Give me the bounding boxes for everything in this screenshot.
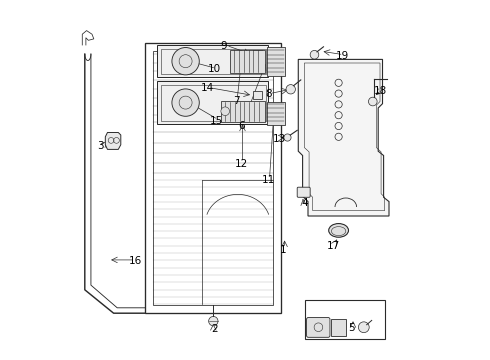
Polygon shape xyxy=(230,50,265,73)
Text: 4: 4 xyxy=(301,198,308,208)
Circle shape xyxy=(310,50,319,59)
Polygon shape xyxy=(105,132,121,149)
Text: 17: 17 xyxy=(326,240,340,251)
Bar xyxy=(305,300,385,339)
Text: 13: 13 xyxy=(272,134,286,144)
Bar xyxy=(331,319,346,336)
Text: 3: 3 xyxy=(97,141,103,151)
Text: 1: 1 xyxy=(279,245,286,255)
Circle shape xyxy=(209,316,218,326)
Text: 18: 18 xyxy=(373,86,387,96)
Polygon shape xyxy=(220,101,265,122)
Polygon shape xyxy=(157,45,269,77)
Text: 7: 7 xyxy=(233,96,239,106)
Polygon shape xyxy=(267,102,285,125)
Text: 19: 19 xyxy=(336,51,349,61)
Circle shape xyxy=(286,85,295,94)
Text: 9: 9 xyxy=(220,41,227,51)
Text: 6: 6 xyxy=(238,121,245,131)
Text: 10: 10 xyxy=(208,64,221,74)
FancyBboxPatch shape xyxy=(307,318,330,337)
Circle shape xyxy=(221,107,229,116)
Text: 12: 12 xyxy=(235,159,248,169)
Text: 2: 2 xyxy=(211,324,218,334)
Text: 8: 8 xyxy=(265,89,272,99)
Polygon shape xyxy=(298,59,389,216)
Text: 16: 16 xyxy=(128,256,142,266)
Polygon shape xyxy=(157,81,269,124)
Ellipse shape xyxy=(329,224,348,237)
Text: 14: 14 xyxy=(200,83,214,93)
Polygon shape xyxy=(267,47,285,76)
Text: 15: 15 xyxy=(210,116,223,126)
Text: 5: 5 xyxy=(348,323,354,333)
Circle shape xyxy=(172,89,199,116)
Circle shape xyxy=(368,97,377,106)
Circle shape xyxy=(172,48,199,75)
FancyBboxPatch shape xyxy=(297,187,310,197)
Bar xyxy=(253,91,262,99)
Bar xyxy=(253,50,262,58)
Circle shape xyxy=(358,322,369,333)
Text: 11: 11 xyxy=(262,175,275,185)
Circle shape xyxy=(284,134,291,141)
